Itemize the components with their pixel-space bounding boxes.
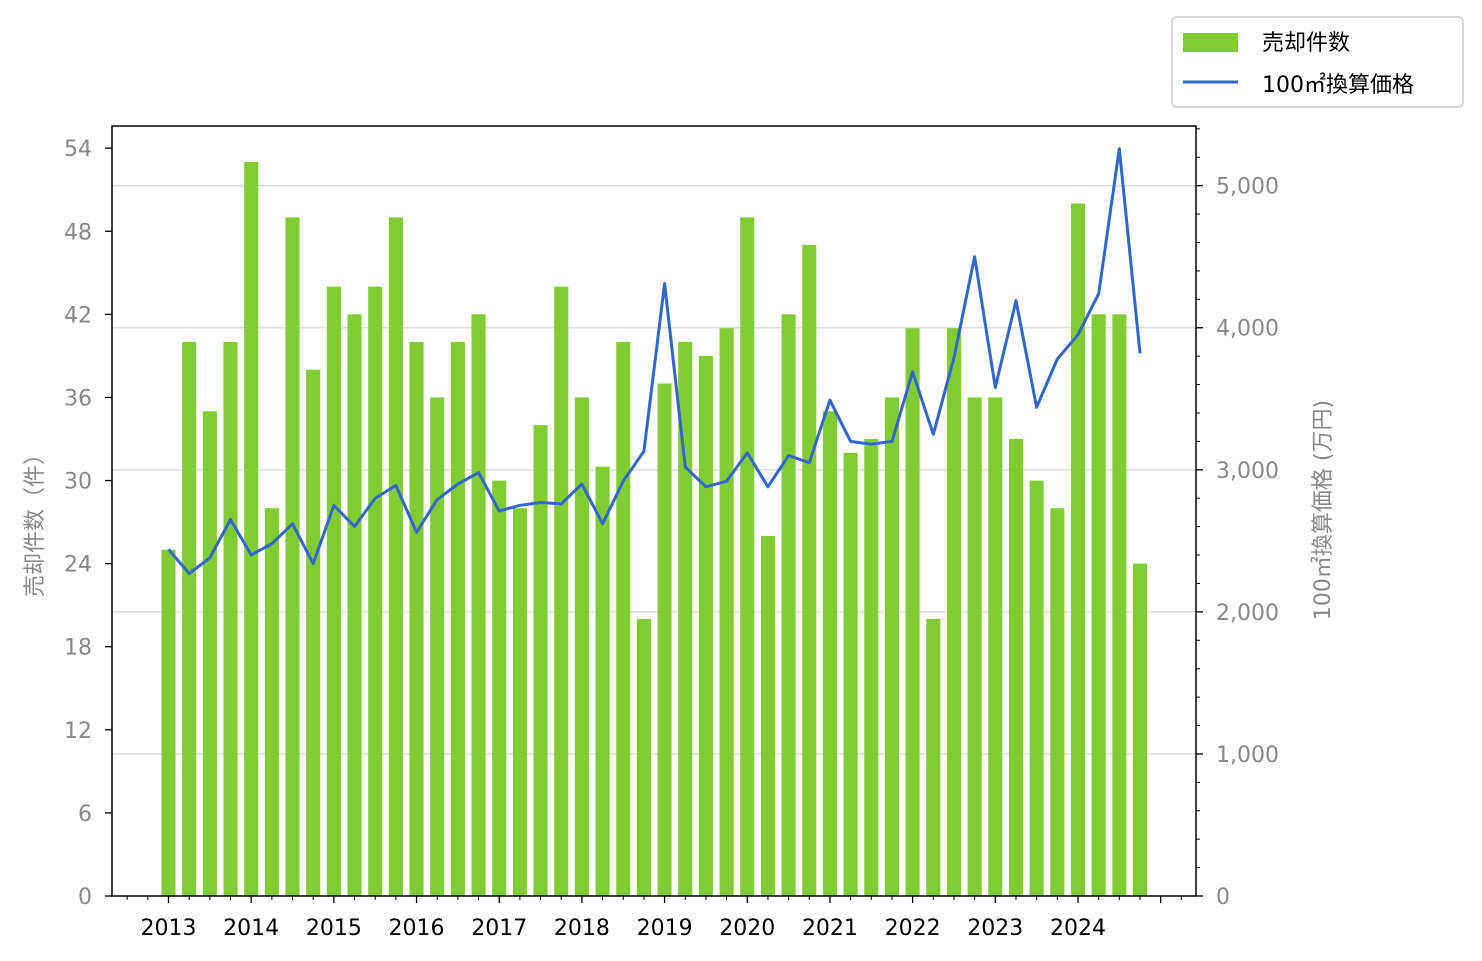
- bar-29: [760, 535, 775, 896]
- legend-bar-swatch: [1183, 33, 1238, 52]
- y-right-axis-title: 100㎡換算価格 (万円): [1310, 400, 1336, 620]
- bar-28: [740, 217, 755, 896]
- plot-frame: [111, 125, 1197, 897]
- x-tick-label-6: 2019: [637, 916, 693, 941]
- y-right-tick-label-5: 5,000: [1216, 175, 1279, 200]
- bar-24: [657, 383, 672, 896]
- x-tick-label-11: 2024: [1050, 916, 1106, 941]
- bars-layer: [161, 162, 1148, 897]
- bar-23: [636, 619, 651, 896]
- bar-42: [1029, 480, 1044, 896]
- y-left-tick-label-5: 30: [64, 470, 92, 495]
- x-tick-label-9: 2022: [885, 916, 941, 941]
- x-tick-label-4: 2017: [471, 916, 527, 941]
- bar-12: [409, 342, 424, 896]
- bar-38: [946, 328, 961, 897]
- bar-26: [698, 355, 713, 896]
- x-tick-label-7: 2020: [719, 916, 775, 941]
- y-left-tick-label-3: 18: [64, 636, 92, 661]
- y-left-tick-label-0: 0: [78, 885, 92, 910]
- bar-33: [843, 452, 858, 896]
- bar-21: [595, 466, 610, 896]
- bar-14: [450, 342, 465, 896]
- bar-36: [905, 328, 920, 897]
- bar-2: [202, 411, 217, 896]
- y-left-tick-label-6: 36: [64, 386, 92, 411]
- y-left-tick-label-9: 54: [64, 137, 92, 162]
- x-tick-label-10: 2023: [967, 916, 1023, 941]
- y-left-axis-title: 売却件数（件）: [23, 443, 48, 597]
- x-tick-label-3: 2016: [389, 916, 445, 941]
- x-tick-label-5: 2018: [554, 916, 610, 941]
- bar-16: [492, 480, 507, 896]
- bar-0: [161, 549, 176, 896]
- y-left-tick-label-2: 12: [64, 719, 92, 744]
- bar-41: [1008, 438, 1024, 896]
- bar-13: [430, 397, 445, 896]
- bar-5: [264, 508, 279, 896]
- bar-3: [223, 342, 238, 896]
- y-left-tick-label-4: 24: [64, 553, 92, 578]
- bar-20: [574, 397, 589, 896]
- bar-40: [988, 397, 1003, 896]
- bar-10: [368, 286, 383, 897]
- x-tick-label-1: 2014: [223, 916, 279, 941]
- bar-44: [1070, 203, 1086, 896]
- bar-47: [1132, 563, 1148, 896]
- bar-32: [822, 411, 837, 896]
- bar-4: [244, 162, 259, 896]
- y-right-tick-label-3: 3,000: [1216, 459, 1279, 484]
- bar-6: [285, 217, 300, 896]
- bar-19: [554, 286, 569, 897]
- bar-46: [1112, 314, 1127, 896]
- y-right-tick-label-4: 4,000: [1216, 317, 1279, 342]
- bar-30: [781, 314, 796, 896]
- legend-bar-label: 売却件数: [1262, 31, 1350, 56]
- bar-18: [533, 425, 548, 896]
- axes-layer: 0 6 12 18 24 30 36 42 48 54 0 1,000 2,000 3,000 4,000 5…: [64, 128, 1279, 941]
- bar-11: [388, 217, 403, 896]
- bar-37: [926, 619, 941, 896]
- y-right-tick-label-1: 1,000: [1216, 743, 1279, 768]
- legend-line-label: 100㎡換算価格: [1262, 72, 1414, 98]
- bar-8: [326, 286, 341, 897]
- y-left-tick-label-7: 42: [64, 303, 92, 328]
- y-left-tick-label-1: 6: [78, 802, 92, 827]
- bar-43: [1050, 508, 1065, 896]
- bar-1: [182, 342, 197, 896]
- bar-22: [616, 342, 631, 896]
- bar-34: [864, 438, 879, 896]
- legend-box: [1171, 16, 1464, 108]
- y-left-tick-label-8: 48: [64, 220, 92, 245]
- bar-7: [306, 369, 321, 897]
- x-tick-label-8: 2021: [802, 916, 858, 941]
- price-line: [167, 147, 1142, 575]
- y-right-tick-label-0: 0: [1216, 885, 1230, 910]
- x-tick-label-2: 2015: [306, 916, 362, 941]
- bar-25: [678, 342, 693, 896]
- x-tick-label-0: 2013: [141, 916, 197, 941]
- bar-27: [719, 328, 734, 897]
- bar-39: [967, 397, 982, 896]
- bar-15: [471, 314, 486, 896]
- line-layer: [167, 147, 1142, 575]
- legend: 売却件数 100㎡換算価格: [1171, 16, 1464, 108]
- bar-9: [347, 314, 362, 896]
- bar-31: [802, 245, 817, 897]
- bar-35: [884, 397, 899, 896]
- bar-17: [512, 508, 527, 896]
- y-right-tick-label-2: 2,000: [1216, 601, 1279, 626]
- bar-45: [1091, 314, 1106, 896]
